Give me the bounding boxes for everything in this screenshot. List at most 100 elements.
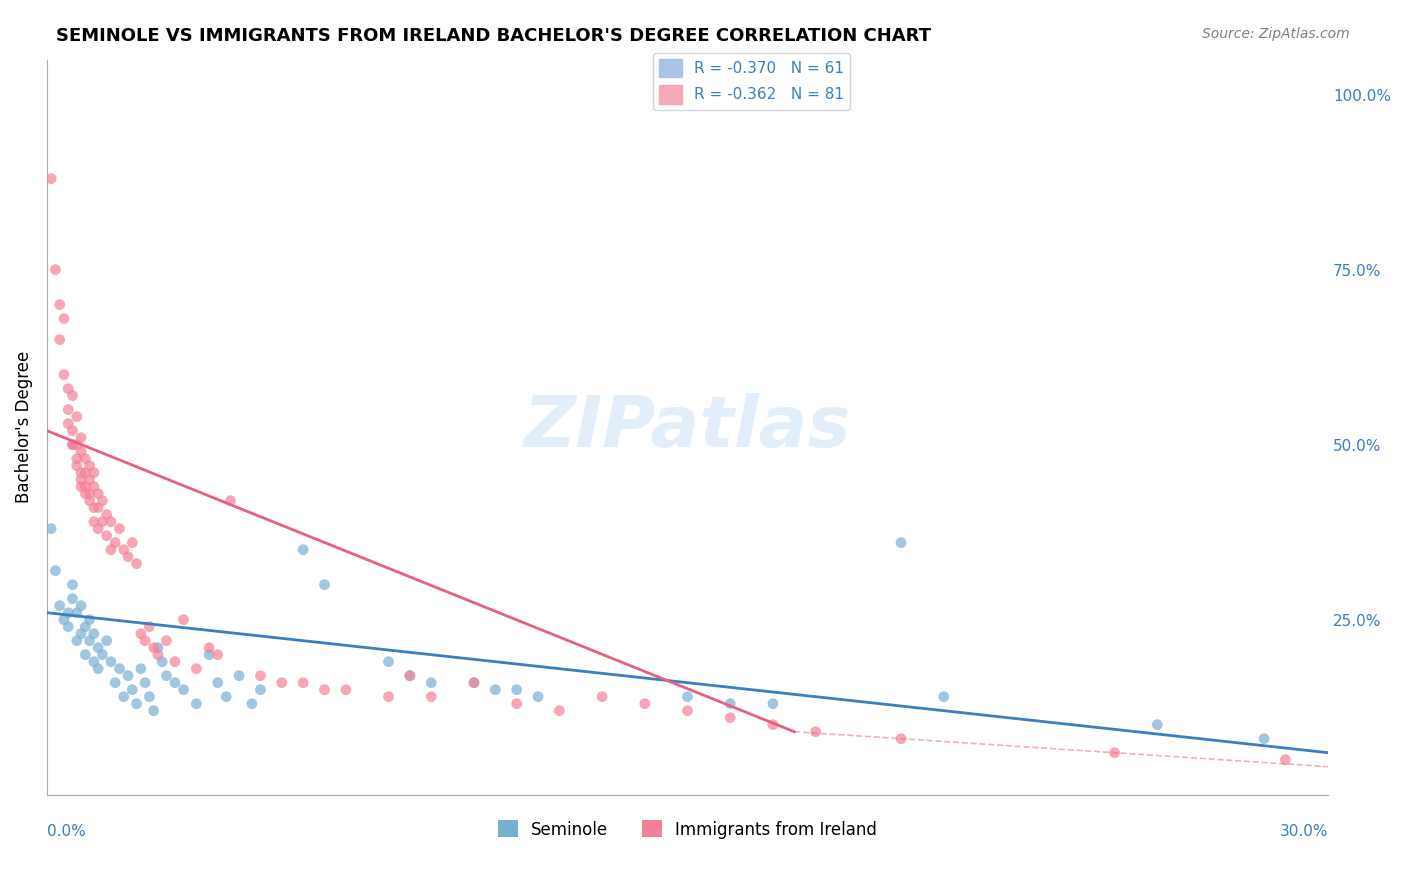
Point bbox=[155, 668, 177, 682]
Point bbox=[70, 473, 93, 487]
Point bbox=[505, 697, 527, 711]
Point bbox=[163, 655, 186, 669]
Point bbox=[463, 675, 485, 690]
Point bbox=[173, 682, 195, 697]
Point bbox=[249, 682, 271, 697]
Point bbox=[91, 648, 114, 662]
Point bbox=[70, 626, 93, 640]
Point bbox=[96, 633, 118, 648]
Point bbox=[1274, 753, 1296, 767]
Point bbox=[58, 417, 80, 431]
Point bbox=[463, 675, 485, 690]
Point bbox=[890, 535, 912, 549]
Point bbox=[198, 648, 221, 662]
Point bbox=[173, 613, 195, 627]
Legend: Seminole, Immigrants from Ireland: Seminole, Immigrants from Ireland bbox=[491, 814, 884, 846]
Y-axis label: Bachelor's Degree: Bachelor's Degree bbox=[15, 351, 32, 503]
Point bbox=[804, 724, 827, 739]
Point bbox=[505, 682, 527, 697]
Point bbox=[146, 640, 169, 655]
Point bbox=[75, 466, 97, 480]
Point bbox=[87, 662, 110, 676]
Point bbox=[634, 697, 657, 711]
Point bbox=[58, 620, 80, 634]
Point bbox=[108, 522, 131, 536]
Point bbox=[117, 549, 139, 564]
Point bbox=[1146, 717, 1168, 731]
Point bbox=[75, 648, 97, 662]
Point bbox=[75, 486, 97, 500]
Text: Source: ZipAtlas.com: Source: ZipAtlas.com bbox=[1202, 27, 1350, 41]
Point bbox=[270, 675, 292, 690]
Point bbox=[117, 668, 139, 682]
Point bbox=[83, 480, 105, 494]
Point bbox=[399, 668, 422, 682]
Point bbox=[335, 682, 357, 697]
Point bbox=[75, 620, 97, 634]
Point bbox=[121, 682, 143, 697]
Point bbox=[138, 620, 160, 634]
Point bbox=[228, 668, 250, 682]
Point bbox=[676, 704, 699, 718]
Point bbox=[112, 690, 135, 704]
Point bbox=[215, 690, 238, 704]
Point bbox=[527, 690, 550, 704]
Point bbox=[87, 500, 110, 515]
Point bbox=[87, 486, 110, 500]
Point bbox=[44, 262, 66, 277]
Point bbox=[129, 662, 152, 676]
Point bbox=[79, 633, 101, 648]
Point bbox=[484, 682, 506, 697]
Point bbox=[125, 557, 148, 571]
Point bbox=[932, 690, 955, 704]
Point bbox=[186, 662, 208, 676]
Point bbox=[52, 311, 75, 326]
Point bbox=[240, 697, 263, 711]
Point bbox=[134, 675, 156, 690]
Point bbox=[79, 493, 101, 508]
Point bbox=[377, 690, 399, 704]
Text: 0.0%: 0.0% bbox=[46, 824, 86, 839]
Point bbox=[1104, 746, 1126, 760]
Point bbox=[155, 633, 177, 648]
Point bbox=[186, 697, 208, 711]
Point bbox=[48, 333, 70, 347]
Point bbox=[129, 626, 152, 640]
Point bbox=[121, 535, 143, 549]
Point bbox=[62, 577, 84, 591]
Point bbox=[66, 633, 89, 648]
Point bbox=[292, 675, 315, 690]
Point bbox=[399, 668, 422, 682]
Point bbox=[762, 697, 785, 711]
Point bbox=[890, 731, 912, 746]
Point bbox=[100, 515, 122, 529]
Point bbox=[62, 591, 84, 606]
Point bbox=[1253, 731, 1275, 746]
Point bbox=[108, 662, 131, 676]
Point bbox=[58, 382, 80, 396]
Point bbox=[420, 690, 443, 704]
Point bbox=[591, 690, 613, 704]
Point bbox=[96, 529, 118, 543]
Point bbox=[134, 633, 156, 648]
Point bbox=[219, 493, 242, 508]
Point bbox=[83, 466, 105, 480]
Point bbox=[377, 655, 399, 669]
Point bbox=[79, 613, 101, 627]
Point bbox=[142, 640, 165, 655]
Point bbox=[70, 599, 93, 613]
Point bbox=[79, 473, 101, 487]
Point bbox=[70, 444, 93, 458]
Point bbox=[62, 389, 84, 403]
Point bbox=[150, 655, 173, 669]
Point bbox=[548, 704, 571, 718]
Point bbox=[70, 480, 93, 494]
Point bbox=[762, 717, 785, 731]
Point bbox=[718, 711, 741, 725]
Point bbox=[62, 437, 84, 451]
Point bbox=[83, 515, 105, 529]
Point bbox=[138, 690, 160, 704]
Point bbox=[198, 640, 221, 655]
Point bbox=[66, 606, 89, 620]
Point bbox=[146, 648, 169, 662]
